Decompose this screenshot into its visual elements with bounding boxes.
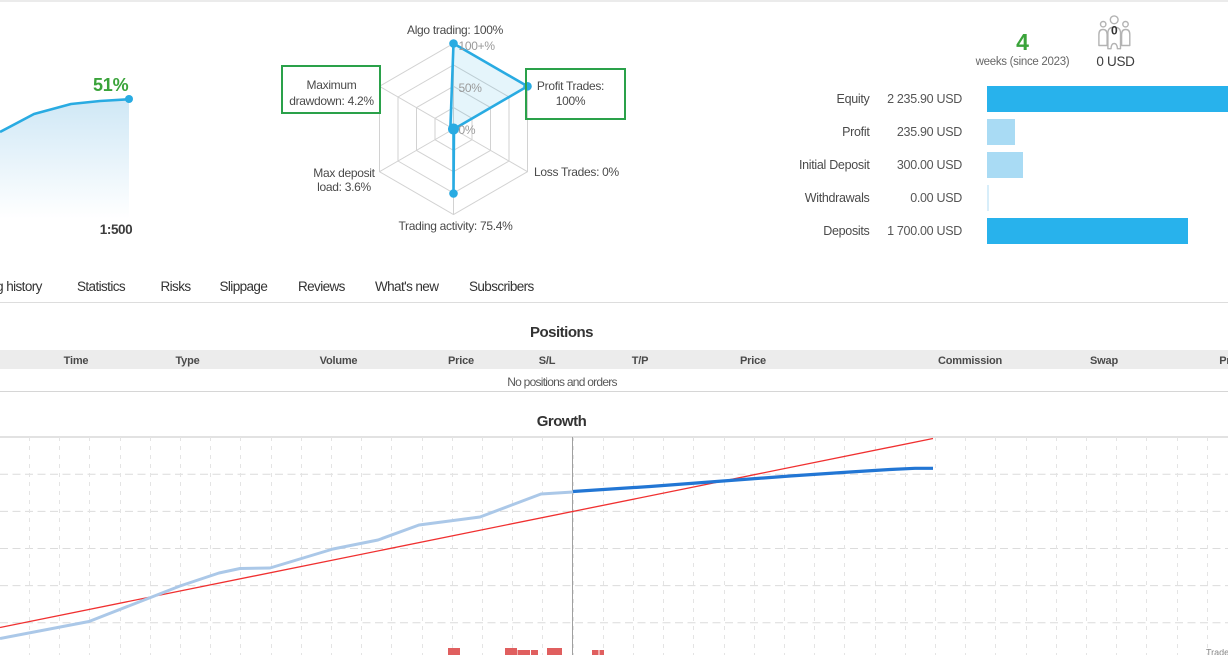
svg-text:0: 0 — [1111, 23, 1118, 37]
svg-text:Trades p: Trades p — [1206, 648, 1228, 655]
